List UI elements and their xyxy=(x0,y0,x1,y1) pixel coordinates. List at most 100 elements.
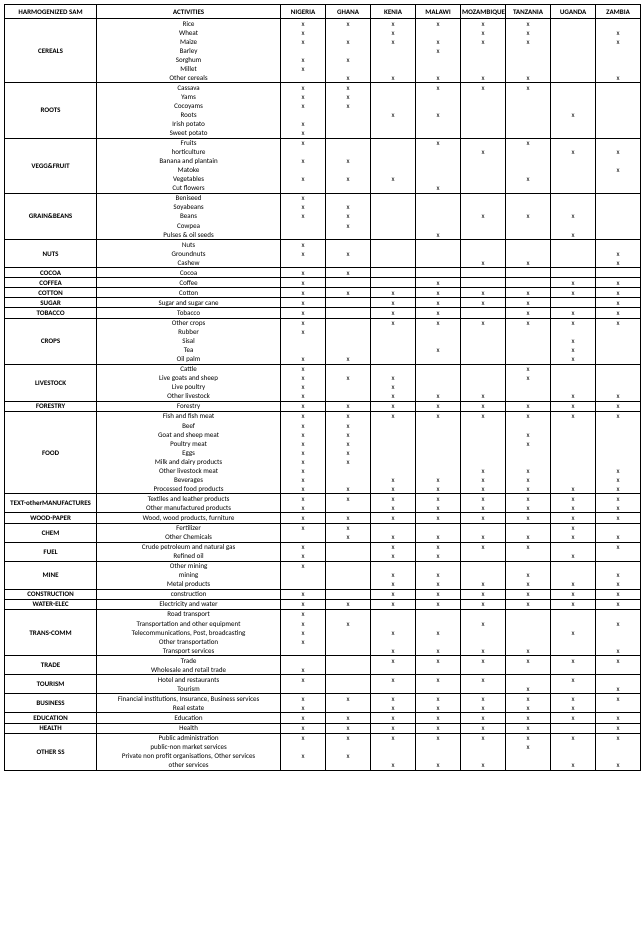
mark-cell xyxy=(506,101,551,110)
mark-cell: x xyxy=(461,694,506,704)
mark-cell: x xyxy=(596,73,641,83)
mark-cell xyxy=(326,110,371,119)
mark-cell: x xyxy=(326,221,371,230)
mark-cell: x xyxy=(461,475,506,484)
mark-cell: x xyxy=(326,355,371,365)
mark-cell: x xyxy=(506,318,551,328)
mark-cell: x xyxy=(281,439,326,448)
mark-cell xyxy=(551,457,596,466)
mark-cell xyxy=(326,120,371,129)
table-row: WOOD-PAPERWood, wood products, furniture… xyxy=(5,513,641,523)
mark-cell: x xyxy=(416,278,461,288)
mark-cell: x xyxy=(326,175,371,184)
table-row: Maizexxxxxxx xyxy=(5,37,641,46)
mark-cell: x xyxy=(461,733,506,743)
mark-cell xyxy=(551,240,596,250)
table-row: TOBACCOTobaccoxxxxxx xyxy=(5,308,641,318)
activity-cell: Metal products xyxy=(97,580,281,590)
mark-cell xyxy=(551,421,596,430)
table-row: horticulturexxx xyxy=(5,148,641,157)
mark-cell: x xyxy=(326,411,371,421)
mark-cell xyxy=(596,64,641,73)
mark-cell xyxy=(416,212,461,221)
mark-cell xyxy=(281,46,326,55)
mark-cell: x xyxy=(461,466,506,475)
mark-cell xyxy=(596,110,641,119)
mark-cell xyxy=(596,203,641,212)
mark-cell: x xyxy=(596,392,641,402)
mark-cell: x xyxy=(281,268,326,278)
activity-cell: Cut flowers xyxy=(97,184,281,194)
activity-cell: Education xyxy=(97,713,281,723)
mark-cell: x xyxy=(596,494,641,504)
mark-cell xyxy=(461,230,506,240)
activity-cell: Oil palm xyxy=(97,355,281,365)
activity-cell: Eggs xyxy=(97,448,281,457)
mark-cell xyxy=(416,120,461,129)
mark-cell xyxy=(371,609,416,619)
mark-cell: x xyxy=(416,599,461,609)
mark-cell: x xyxy=(326,494,371,504)
mark-cell xyxy=(461,421,506,430)
mark-cell xyxy=(551,64,596,73)
mark-cell: x xyxy=(551,355,596,365)
activity-cell: Transportation and other equipment xyxy=(97,619,281,628)
mark-cell: x xyxy=(551,733,596,743)
mark-cell xyxy=(506,129,551,139)
col-header-country-2: KENIA xyxy=(371,5,416,19)
mark-cell: x xyxy=(326,19,371,29)
mark-cell xyxy=(326,230,371,240)
mark-cell xyxy=(461,120,506,129)
mark-cell xyxy=(281,337,326,346)
mark-cell xyxy=(416,28,461,37)
table-row: Metal productsxxxxxx xyxy=(5,580,641,590)
mark-cell: x xyxy=(281,421,326,430)
category-cell: ROOTS xyxy=(5,83,97,138)
mark-cell xyxy=(416,64,461,73)
mark-cell xyxy=(551,723,596,733)
table-row: TRADETradexxxxxx xyxy=(5,656,641,666)
mark-cell: x xyxy=(506,19,551,29)
mark-cell: x xyxy=(371,503,416,513)
mark-cell: x xyxy=(461,28,506,37)
mark-cell xyxy=(326,628,371,637)
mark-cell: x xyxy=(371,392,416,402)
col-header-country-1: GHANA xyxy=(326,5,371,19)
table-row: Rootsxxx xyxy=(5,110,641,119)
mark-cell: x xyxy=(551,703,596,713)
mark-cell xyxy=(416,157,461,166)
mark-cell: x xyxy=(281,157,326,166)
mark-cell: x xyxy=(326,733,371,743)
mark-cell: x xyxy=(596,694,641,704)
mark-cell: x xyxy=(461,401,506,411)
table-row: Milletx xyxy=(5,64,641,73)
mark-cell: x xyxy=(371,475,416,484)
activity-cell: Processed food products xyxy=(97,484,281,494)
mark-cell xyxy=(461,46,506,55)
mark-cell xyxy=(506,64,551,73)
mark-cell: x xyxy=(326,83,371,93)
mark-cell: x xyxy=(506,589,551,599)
table-row: other servicesxxxxx xyxy=(5,761,641,771)
mark-cell: x xyxy=(371,713,416,723)
table-row: Banana and plantainxx xyxy=(5,157,641,166)
mark-cell xyxy=(551,28,596,37)
mark-cell xyxy=(326,138,371,148)
mark-cell xyxy=(551,157,596,166)
mark-cell: x xyxy=(326,439,371,448)
table-row: TRANS-COMMRoad transportx xyxy=(5,609,641,619)
mark-cell: x xyxy=(506,298,551,308)
mark-cell xyxy=(371,46,416,55)
mark-cell xyxy=(326,258,371,268)
mark-cell: x xyxy=(416,675,461,685)
activity-cell: Coffee xyxy=(97,278,281,288)
mark-cell xyxy=(371,448,416,457)
mark-cell xyxy=(551,646,596,656)
mark-cell xyxy=(551,46,596,55)
mark-cell xyxy=(461,448,506,457)
mark-cell: x xyxy=(371,599,416,609)
mark-cell xyxy=(506,92,551,101)
mark-cell: x xyxy=(326,513,371,523)
mark-cell: x xyxy=(326,157,371,166)
activity-cell: Textiles and leather products xyxy=(97,494,281,504)
